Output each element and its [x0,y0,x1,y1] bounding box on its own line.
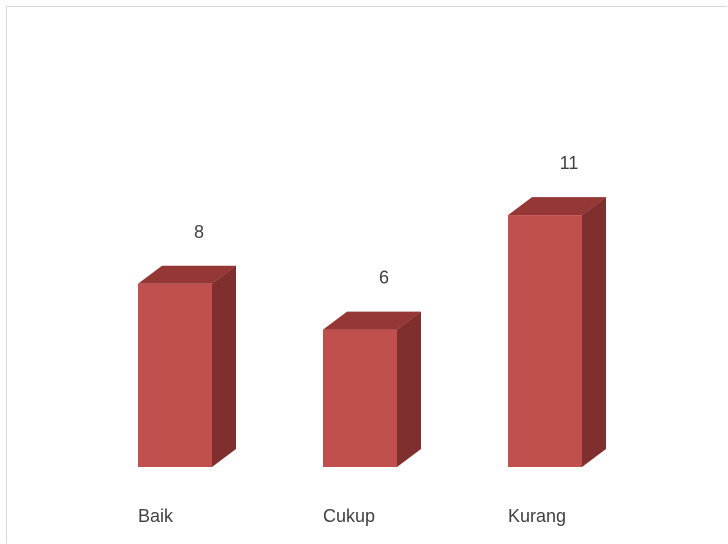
bar-side-baik [212,265,236,467]
bars-layer [138,197,606,467]
bar-cukup [323,329,397,467]
bar-top-kurang [508,197,606,216]
category-label-baik: Baik [138,506,174,526]
data-label-baik: 8 [194,222,204,242]
bar-baik [138,283,212,467]
labels-layer: 8 Baik 6 Cukup 11 Kurang [138,153,578,526]
bar-kurang [508,215,582,467]
bar-side-cukup [397,311,421,467]
bar-top-cukup [323,311,421,330]
data-label-cukup: 6 [379,268,389,288]
bar-top-baik [138,265,236,284]
chart-frame [6,6,727,543]
category-label-kurang: Kurang [508,506,566,526]
category-label-cukup: Cukup [323,506,375,526]
bar-side-kurang [582,197,606,467]
data-label-kurang: 11 [560,153,579,173]
